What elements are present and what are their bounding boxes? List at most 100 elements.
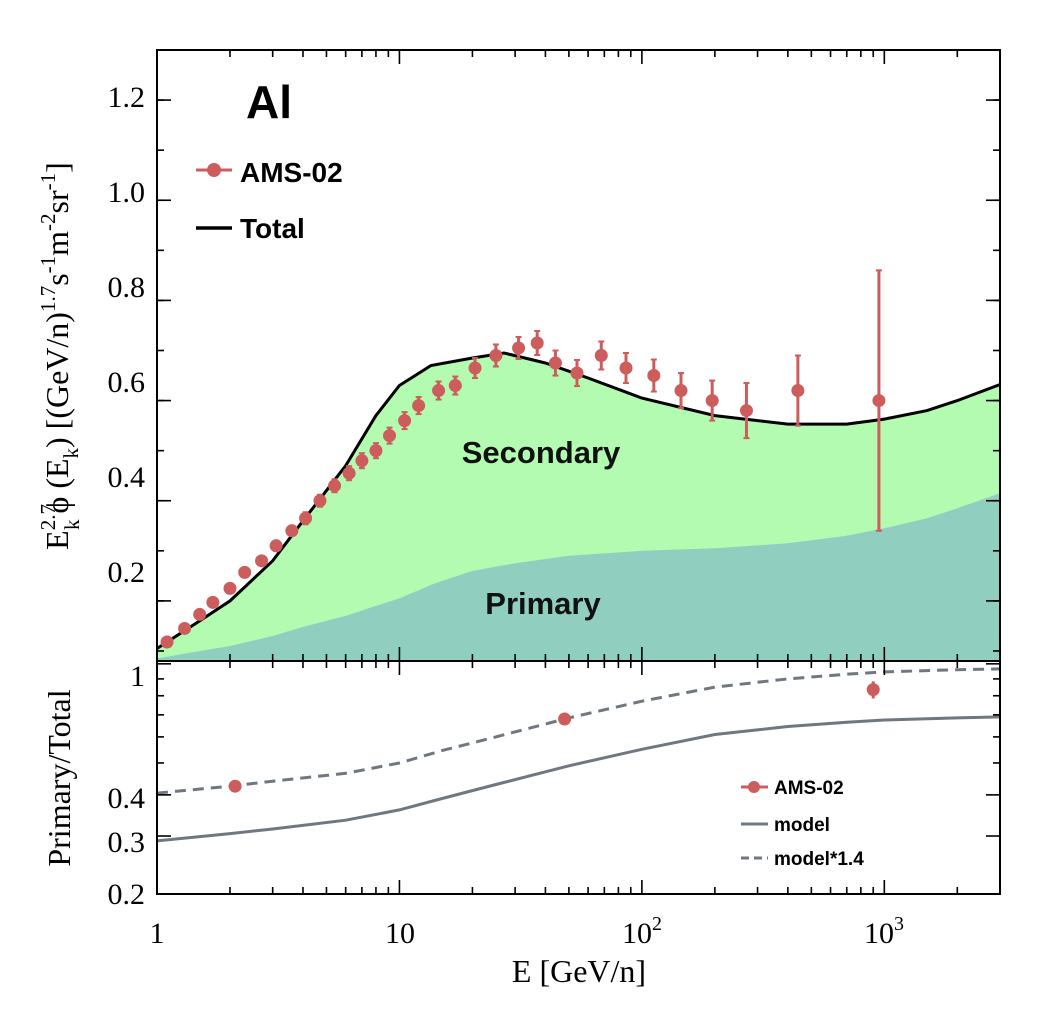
- legend-ams02-marker: [207, 163, 221, 177]
- ams02-point: [223, 581, 237, 595]
- ams02-marker: [269, 539, 283, 553]
- ams02-marker: [193, 607, 207, 621]
- ams02-point: [594, 340, 608, 371]
- ams02-point: [468, 357, 482, 380]
- ams02-point: [342, 465, 356, 482]
- bottom-ytick-label: 1: [130, 660, 145, 693]
- ams02-marker: [160, 635, 174, 649]
- bottom-panel-frame: [156, 660, 1001, 895]
- bottom-y-axis-label: Primary/Total: [41, 689, 77, 866]
- ams02-marker: [299, 511, 313, 525]
- bottom-ytick-label: 0.4: [108, 782, 146, 815]
- ams02-marker: [570, 366, 584, 380]
- ams02-point: [512, 335, 526, 361]
- axis-ticks: [156, 50, 1001, 895]
- ams02-point: [619, 351, 633, 385]
- ams02-marker: [412, 399, 426, 413]
- panel-element-label: Al: [246, 76, 292, 128]
- ams02-point: [448, 375, 462, 396]
- ams02-point: [570, 359, 584, 388]
- ratio-point: [866, 681, 880, 699]
- ratio-points: [228, 681, 880, 793]
- xtick-label: 102: [622, 913, 662, 950]
- ams02-point: [489, 343, 503, 368]
- ams02-point: [383, 426, 397, 445]
- ams02-marker: [355, 454, 369, 468]
- primary-area: [157, 493, 1000, 661]
- xtick-label: 1: [150, 917, 165, 950]
- ams02-marker: [872, 394, 886, 408]
- ams02-marker: [489, 349, 503, 362]
- ams02-marker: [674, 384, 688, 398]
- ratio-marker: [866, 683, 880, 697]
- ams02-points: [160, 269, 886, 649]
- ams02-marker: [448, 379, 462, 393]
- top-ytick-label: 1.0: [108, 176, 146, 209]
- legend-ratio-ams02-marker: [748, 781, 760, 793]
- ams02-marker: [255, 554, 269, 568]
- secondary-region-label: Secondary: [462, 435, 621, 470]
- ams02-marker: [313, 494, 327, 508]
- ams02-point: [238, 565, 252, 579]
- ams02-point: [530, 329, 544, 356]
- legend-total-label: Total: [240, 213, 305, 244]
- ams02-point: [269, 539, 283, 553]
- top-ytick-label: 0.6: [108, 366, 146, 399]
- ratio-marker: [228, 779, 242, 793]
- ams02-point: [206, 595, 220, 609]
- legend-model-scaled-label: model*1.4: [774, 849, 864, 870]
- ams02-point: [369, 442, 383, 460]
- ams02-marker: [548, 356, 562, 370]
- ams02-marker: [432, 384, 446, 398]
- ams02-point: [313, 493, 327, 508]
- ams02-marker: [206, 595, 220, 609]
- ams02-marker: [619, 361, 633, 375]
- legend-ratio-ams02-label: AMS-02: [774, 778, 844, 799]
- legend-ams02-label: AMS-02: [240, 157, 343, 188]
- ams02-point: [299, 511, 313, 526]
- ams02-marker: [594, 349, 608, 362]
- xtick-label: 10: [385, 917, 415, 950]
- ams02-marker: [791, 384, 805, 398]
- ams02-marker: [328, 479, 342, 493]
- ratio-point: [558, 712, 572, 726]
- ams02-marker: [468, 361, 482, 375]
- xtick-label: 103: [864, 913, 904, 950]
- ams02-point: [872, 269, 886, 532]
- bottom-legend: AMS-02 model model*1.4: [741, 778, 864, 870]
- ams02-point: [412, 396, 426, 416]
- ams02-point: [328, 478, 342, 494]
- ams02-point: [255, 554, 269, 568]
- total-line: [157, 351, 1000, 650]
- ams02-marker: [530, 336, 544, 350]
- ratio-marker: [558, 712, 572, 726]
- primary-region-label: Primary: [485, 586, 601, 621]
- ams02-marker: [398, 414, 412, 428]
- top-ytick-label: 0.2: [108, 556, 146, 589]
- top-y-axis-label: E2.7kϕ (Ek) [(GeV/n)1.7s-1m-2sr-1]: [36, 162, 84, 550]
- ams02-point: [432, 380, 446, 401]
- ams02-point: [398, 411, 412, 431]
- bottom-ytick-label: 0.3: [108, 826, 146, 859]
- top-legend: AMS-02 Total: [196, 157, 343, 244]
- ams02-point: [739, 382, 753, 440]
- ams02-point: [178, 621, 192, 635]
- ams02-marker: [369, 444, 383, 458]
- ams02-marker: [512, 341, 526, 355]
- top-ytick-label: 1.2: [108, 81, 146, 114]
- model-line: [157, 715, 1000, 843]
- ams02-point: [674, 372, 688, 410]
- ams02-point: [647, 358, 661, 393]
- ams02-marker: [383, 429, 397, 443]
- ams02-point: [705, 379, 719, 422]
- ams02-marker: [178, 621, 192, 635]
- ams02-point: [285, 524, 299, 538]
- ams02-marker: [705, 394, 719, 408]
- x-axis-label: E [GeV/n]: [512, 953, 646, 989]
- ams02-marker: [342, 466, 356, 480]
- top-ytick-label: 0.4: [108, 461, 146, 494]
- ams02-point: [355, 452, 369, 470]
- bottom-ytick-label: 0.2: [108, 878, 146, 911]
- ams02-marker: [223, 581, 237, 595]
